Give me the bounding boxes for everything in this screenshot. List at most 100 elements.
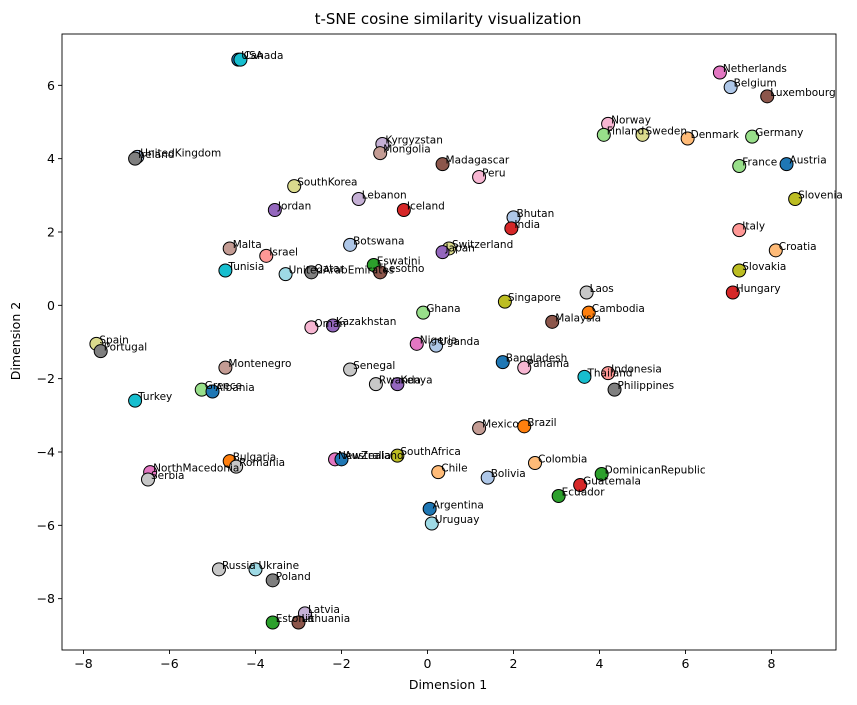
- points-layer: [89, 52, 803, 630]
- point-label: USA: [241, 50, 264, 62]
- data-point: [351, 192, 366, 206]
- data-point: [304, 320, 319, 335]
- point-label: Canada: [243, 50, 283, 62]
- data-point: [472, 170, 487, 184]
- point-label: Netherlands: [723, 63, 787, 75]
- data-point: [779, 157, 794, 172]
- data-point: [594, 467, 609, 481]
- data-point: [287, 179, 302, 194]
- point-label: Cambodia: [592, 303, 645, 315]
- point-label: Kazakhstan: [336, 316, 397, 328]
- point-label: Ecuador: [562, 487, 606, 499]
- axis-ticks-layer: −8 −6 −4 −2 0 2 4 6 8 −8 −6 −4 −2 0 2 4 6: [37, 78, 776, 671]
- point-label: Argentina: [433, 499, 484, 511]
- point-label: Qatar: [314, 263, 344, 275]
- x-tick-label: −4: [246, 656, 264, 671]
- point-label: Romania: [239, 457, 285, 469]
- data-point: [745, 129, 760, 144]
- point-label: Indonesia: [611, 364, 662, 376]
- point-label: Mongolia: [383, 144, 431, 156]
- point-label: Laos: [590, 283, 614, 295]
- point-label: Portugal: [104, 342, 148, 354]
- point-label: Botswana: [353, 235, 404, 247]
- point-label: Oman: [314, 318, 346, 330]
- data-point: [581, 305, 596, 320]
- y-tick-label: −8: [37, 591, 55, 606]
- point-label: DominicanRepublic: [605, 465, 706, 477]
- point-label: Thailand: [586, 367, 632, 379]
- y-tick-label: 4: [47, 151, 55, 166]
- data-point: [222, 241, 237, 256]
- point-label: Spain: [99, 334, 128, 346]
- point-label: Italy: [742, 221, 765, 233]
- data-point: [396, 203, 411, 217]
- point-label: Switzerland: [452, 239, 513, 251]
- x-tick-label: 8: [768, 656, 776, 671]
- point-label: Russia: [222, 560, 256, 572]
- data-point: [545, 314, 560, 329]
- point-label: Israel: [269, 246, 298, 258]
- point-label: Germany: [755, 127, 803, 139]
- point-label: Uruguay: [435, 514, 480, 526]
- data-point: [725, 285, 740, 300]
- data-point: [343, 237, 358, 252]
- point-label: Belgium: [734, 78, 777, 90]
- data-point: [390, 377, 405, 392]
- point-label: Mexico: [482, 419, 519, 431]
- data-point: [368, 377, 383, 392]
- data-point: [205, 384, 220, 399]
- x-tick-label: 6: [682, 656, 690, 671]
- data-point: [768, 243, 783, 258]
- point-label: Tunisia: [227, 261, 264, 273]
- point-label: Chile: [441, 463, 467, 475]
- point-label: Denmark: [691, 129, 740, 141]
- data-point: [528, 456, 542, 470]
- data-point: [635, 127, 650, 142]
- point-label: Finland: [607, 125, 645, 137]
- data-point: [233, 52, 248, 67]
- data-point: [495, 355, 510, 370]
- y-tick-label: −2: [37, 371, 55, 386]
- data-point: [472, 421, 487, 436]
- point-label: France: [742, 157, 777, 169]
- x-tick-label: −2: [332, 656, 350, 671]
- data-point: [607, 382, 622, 397]
- point-label: Ireland: [138, 149, 174, 161]
- y-tick-label: −6: [37, 518, 55, 533]
- data-point: [218, 360, 233, 375]
- y-tick-label: 2: [47, 225, 55, 240]
- point-label: Luxembourg: [770, 87, 835, 99]
- data-point: [128, 393, 143, 408]
- point-label: Guatemala: [583, 476, 641, 488]
- data-point: [422, 501, 437, 516]
- data-point: [267, 203, 282, 217]
- data-point: [788, 192, 803, 206]
- data-point: [211, 562, 226, 577]
- point-label: Ukraine: [259, 560, 300, 572]
- data-point: [291, 615, 306, 630]
- data-point: [551, 489, 566, 503]
- data-point: [760, 89, 775, 104]
- point-label: Malta: [233, 239, 262, 251]
- data-point: [680, 131, 695, 146]
- data-point: [218, 263, 233, 278]
- data-point: [248, 562, 263, 577]
- y-tick-label: −4: [37, 445, 55, 460]
- point-label: Nigeria: [420, 334, 458, 346]
- point-label: Peru: [482, 168, 505, 180]
- point-label: Turkey: [137, 391, 172, 403]
- data-point: [723, 80, 738, 95]
- point-label: Singapore: [508, 292, 561, 304]
- point-label: Bulgaria: [233, 452, 277, 464]
- point-label: Serbia: [151, 470, 184, 482]
- y-tick-label: 0: [47, 298, 55, 313]
- data-point: [429, 338, 444, 353]
- data-point: [504, 221, 519, 236]
- data-point: [259, 248, 274, 263]
- point-label: Malaysia: [555, 312, 601, 324]
- point-label: Montenegro: [228, 358, 291, 370]
- data-point: [325, 318, 340, 333]
